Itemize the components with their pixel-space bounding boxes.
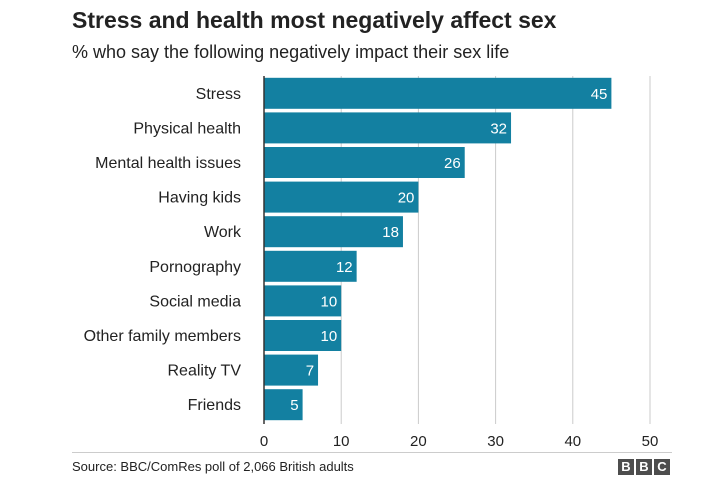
x-tick-label: 50 bbox=[642, 433, 659, 450]
category-label: Physical health bbox=[133, 120, 241, 137]
data-label: 12 bbox=[336, 259, 353, 276]
category-label: Pornography bbox=[149, 259, 241, 276]
x-tick-label: 10 bbox=[333, 433, 350, 450]
source-note: Source: BBC/ComRes poll of 2,066 British… bbox=[72, 459, 354, 474]
chart-title: Stress and health most negatively affect… bbox=[72, 7, 557, 33]
bbc-logo-letter: B bbox=[618, 459, 634, 475]
chart-subtitle: % who say the following negatively impac… bbox=[72, 42, 510, 62]
data-label: 10 bbox=[321, 328, 338, 345]
data-label: 26 bbox=[444, 155, 461, 172]
bar bbox=[264, 250, 357, 282]
data-label: 32 bbox=[490, 120, 507, 137]
bar bbox=[264, 354, 319, 386]
bar bbox=[264, 147, 465, 178]
x-tick-label: 20 bbox=[410, 433, 427, 450]
bar bbox=[264, 77, 612, 109]
bar bbox=[264, 112, 512, 144]
data-label: 18 bbox=[382, 224, 399, 241]
category-label: Friends bbox=[188, 397, 241, 414]
bar bbox=[264, 320, 342, 351]
data-label: 20 bbox=[398, 190, 415, 207]
category-label: Reality TV bbox=[167, 363, 241, 380]
footer-divider bbox=[72, 452, 672, 453]
bbc-logo: B B C bbox=[618, 459, 670, 475]
category-label: Having kids bbox=[158, 190, 241, 207]
category-label: Social media bbox=[149, 293, 241, 310]
x-tick-label: 40 bbox=[564, 433, 581, 450]
data-label: 10 bbox=[321, 293, 338, 310]
bar bbox=[264, 181, 419, 213]
x-tick-label: 0 bbox=[260, 433, 268, 450]
bbc-logo-letter: B bbox=[636, 459, 652, 475]
bbc-logo-letter: C bbox=[654, 459, 670, 475]
category-label: Stress bbox=[196, 86, 241, 103]
bar bbox=[264, 389, 303, 421]
data-label: 7 bbox=[306, 363, 314, 380]
data-label: 5 bbox=[290, 397, 298, 414]
category-label: Work bbox=[204, 224, 242, 241]
category-label: Other family members bbox=[84, 328, 241, 345]
bar bbox=[264, 216, 403, 248]
x-tick-label: 30 bbox=[487, 433, 504, 450]
category-label: Mental health issues bbox=[95, 155, 241, 172]
data-label: 45 bbox=[591, 86, 608, 103]
bar bbox=[264, 285, 342, 317]
